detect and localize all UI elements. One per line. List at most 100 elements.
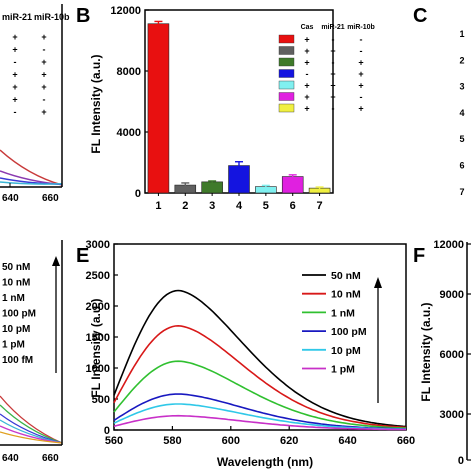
panel-f: F FL Intensity (a.u.) 12000 9000 6000 3000 0 [413,239,471,467]
panel-b-table-header-cas: Cas [301,24,314,31]
panel-d-arrow-head [52,256,60,266]
panel-e-y-axis-label: FL Intensity (a.u.) [89,298,103,397]
panel-b-table-cell: - [360,35,363,45]
panel-a-table-cell: + [41,107,46,117]
panel-e-lines [113,289,407,431]
panel-b-table-cell: + [358,69,363,79]
panel-b-legend-swatch [278,92,295,101]
panel-f-y-tick-label: 3000 [440,409,464,421]
panel-c-row-number: 7 [459,187,464,197]
panel-d-legend-label: 1 nM [2,293,25,304]
panel-b-table-cell: + [304,104,309,114]
panel-a: miR-21 miR-10b + + + - - + + + + + + - - + 640 660 [0,4,70,204]
panel-c-row-number: 4 [459,108,464,118]
panel-c-row-numbers: 1 2 3 4 5 6 7 [459,29,464,197]
panel-d-legend-label: 100 fM [2,355,33,366]
panel-e-arrow-head [374,277,382,288]
panel-c-label: C [413,5,427,27]
panel-e: E FL Intensity (a.u.) Wavelength (nm) 05… [76,239,415,469]
panel-e-legend: 50 nM 10 nM 1 nM 100 pM 10 pM 1 pM [302,270,367,376]
panel-d-tick-label-660: 660 [42,453,59,464]
panel-e-legend-label: 1 nM [331,307,355,319]
panel-b-table-cell: - [360,46,363,56]
panel-d-curve [0,431,63,444]
panel-e-axes: 0 500 1000 1500 2000 2500 3000 560 580 600 620 640 6… [86,239,416,447]
panel-b-x-tick-label: 1 [155,200,161,212]
panel-e-series-line [113,414,406,431]
panel-e-y-tick-label: 3000 [86,239,110,251]
panel-e-x-axis-label: Wavelength (nm) [217,455,313,469]
panel-e-legend-label: 10 pM [331,345,361,357]
panel-b-x-tick-label: 2 [182,200,188,212]
panel-a-table-cell: + [41,57,46,67]
panel-b-table-cell: + [304,92,309,102]
panel-d-tick-label-640: 640 [2,453,19,464]
panel-e-legend-label: 100 pM [331,326,367,338]
panel-a-table-cell: - [14,107,17,117]
panel-a-header-mir10b: miR-10b [34,12,70,22]
panel-c-row-number: 3 [459,82,464,92]
panel-b-table-cell: + [304,46,309,56]
panel-e-x-tick-label: 600 [222,435,240,447]
panel-b-legend-swatch [278,46,295,55]
panel-e-legend-label: 50 nM [331,270,361,282]
panel-c-row-number: 5 [459,134,464,144]
panel-a-table-cell: + [41,32,46,42]
panel-d-curve [0,395,63,444]
panel-d-curves [0,395,63,444]
panel-c-row-number: 1 [459,29,464,39]
panel-b-y-tick-label: 4000 [117,127,141,139]
panel-d-legend-label: 100 pM [2,309,36,320]
panel-d-legend-label: 1 pM [2,340,25,351]
panel-b-table-cell: + [330,46,335,56]
panel-b-legend-table: Cas miR-21 miR-10b+ - -+ + -+ - +- + ++ + ++ + -+ - + [278,24,375,114]
panel-f-y-tick-label: 6000 [440,349,464,361]
panel-b-y-tick-label: 0 [135,188,141,200]
panel-b-table-cell: + [358,58,363,68]
panel-b-table-cell: - [332,104,335,114]
panel-b-table-cell: + [330,81,335,91]
panel-b-y-tick-label: 12000 [110,5,141,17]
panel-a-table: + + + - - + + + + + + - - + [12,32,46,117]
panel-b-table-cell: - [332,35,335,45]
panel-a-tick-label-640: 640 [2,193,19,204]
panel-c-row-number: 6 [459,161,464,171]
panel-e-x-tick-label: 660 [397,435,415,447]
panel-f-y-axis-label: FL Intensity (a.u.) [419,302,433,401]
panel-b-legend-swatch [278,80,295,90]
panel-b-y-tick-label: 8000 [117,66,141,78]
panel-e-y-tick-label: 0 [104,425,110,437]
panel-e-x-tick-label: 580 [163,435,181,447]
panel-e-y-tick-label: 500 [92,394,110,406]
panel-b-x-tick-label: 7 [317,200,323,212]
panel-b: B FL Intensity (a.u.) 0 4000 8000 12000 1 2 3… [76,5,375,212]
panel-b-x-tick-label: 5 [263,200,269,212]
panel-f-label: F [413,245,425,267]
panel-d-legend-label: 50 nM [2,262,30,273]
panel-e-x-tick-label: 620 [280,435,298,447]
panel-a-table-cell: - [43,45,46,55]
panel-e-y-tick-label: 1000 [86,363,110,375]
panel-c: C 1 2 3 4 5 6 7 [413,5,465,197]
panel-b-x-tick-label: 4 [236,200,243,212]
panel-a-table-cell: - [14,57,17,67]
panel-e-x-tick-label: 640 [338,435,356,447]
panel-b-axes: 0 4000 8000 12000 [110,5,334,200]
panel-d-legend: 50 nM 10 nM 1 nM 100 pM 10 pM 1 pM 100 fM [2,262,36,366]
panel-b-table-cell: - [360,92,363,102]
panel-b-bar [201,181,223,194]
panel-a-table-cell: + [12,45,17,55]
panel-e-legend-label: 1 pM [331,364,355,376]
panel-e-series-line [113,360,407,429]
panel-a-curve [0,181,63,185]
panel-b-bar [147,23,170,194]
panel-b-table-header-mir10b: miR-10b [347,24,375,31]
panel-b-bars: 1 2 3 4 5 6 7 [147,20,331,212]
panel-a-table-cell: + [41,82,46,92]
panel-b-legend-swatch [278,69,295,78]
panel-e-series-line [113,289,407,428]
panel-b-legend-swatch [278,34,295,44]
panel-b-table-cell: + [304,35,309,45]
